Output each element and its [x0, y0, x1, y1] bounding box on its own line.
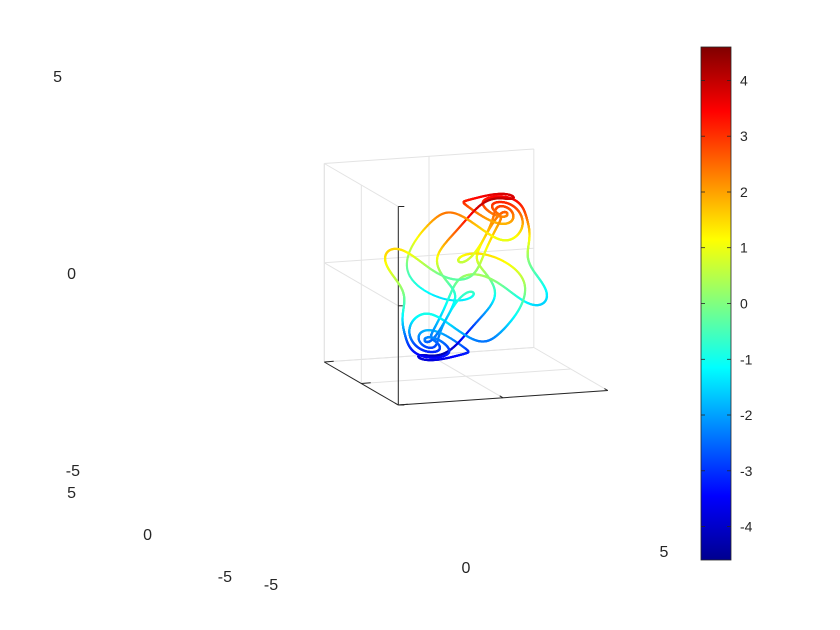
grid-line	[324, 247, 534, 264]
y-tick	[324, 360, 334, 363]
axes-grid	[323, 148, 609, 406]
y-tick	[361, 382, 371, 384]
grid-line	[324, 163, 399, 207]
grid-line	[324, 262, 399, 307]
grid-line	[533, 347, 609, 391]
y-tick	[398, 403, 408, 406]
scatter-points	[384, 192, 549, 362]
x-tick	[499, 395, 504, 399]
x-axis-line	[398, 390, 608, 406]
grid-line	[324, 148, 534, 164]
x-tick	[604, 388, 609, 391]
x-tick	[394, 402, 399, 406]
grid-line	[361, 368, 571, 384]
